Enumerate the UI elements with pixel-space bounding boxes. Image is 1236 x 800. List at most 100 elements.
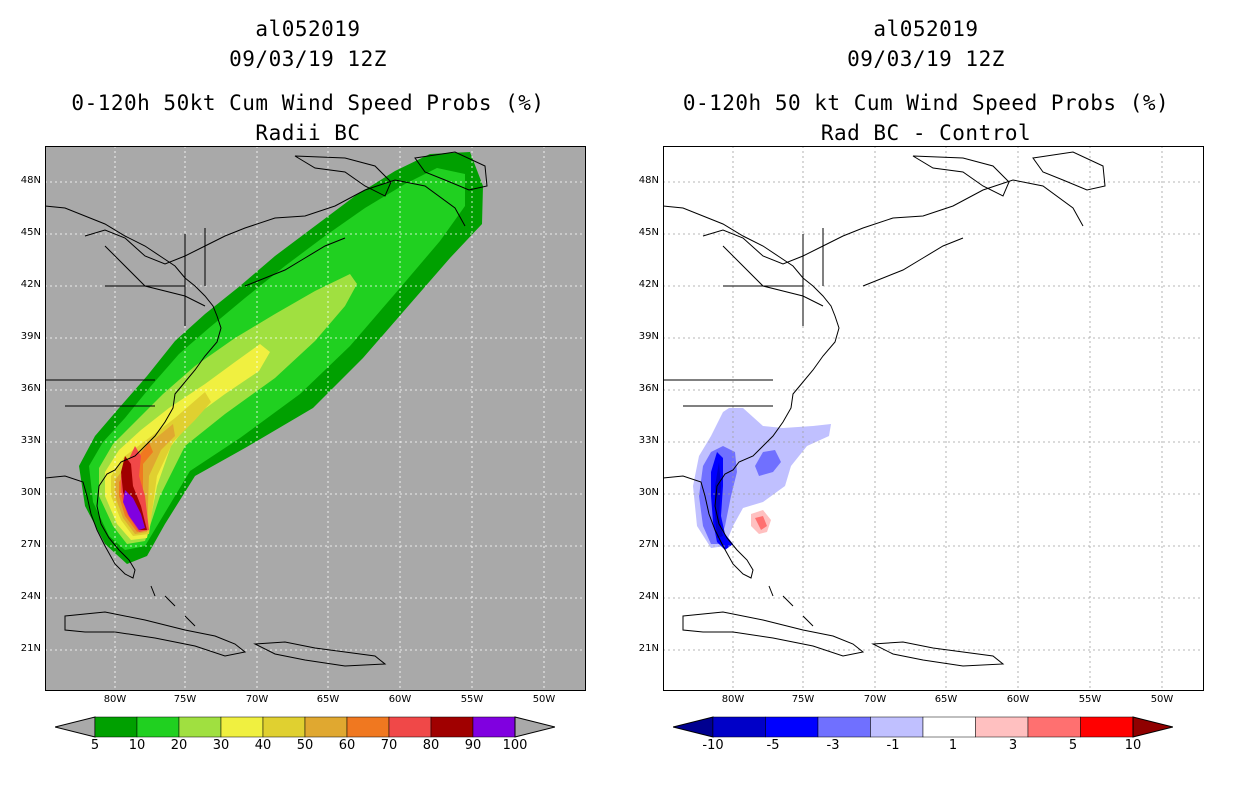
colorbar-swatch [262, 716, 306, 738]
lat-label: 39N [20, 331, 41, 342]
colorbar-tick-label: 90 [464, 738, 482, 753]
lat-label: 21N [20, 643, 41, 654]
colorbar-tick-label: -1 [886, 738, 900, 753]
left-colorbar [55, 716, 555, 738]
colorbar-tick-label: 40 [254, 738, 272, 753]
colorbar-swatch [870, 716, 924, 738]
colorbar-swatch [765, 716, 819, 738]
colorbar-tick-label: 70 [380, 738, 398, 753]
colorbar-swatch [975, 716, 1029, 738]
right-difference-map [663, 146, 1204, 691]
lon-label: 65W [934, 694, 958, 705]
lat-label: 27N [20, 539, 41, 550]
colorbar-tick-label: 3 [1008, 738, 1018, 753]
colorbar-swatch [94, 716, 138, 738]
swath-90 [123, 490, 145, 530]
colorbar-end-left [673, 716, 714, 738]
difference-field [693, 408, 831, 550]
swath-80 [121, 456, 147, 530]
right-storm-id: al052019 [873, 17, 979, 41]
colorbar-swatch [1080, 716, 1134, 738]
left-subtitle: Radii BC [255, 121, 361, 145]
left-title: 0-120h 50kt Cum Wind Speed Probs (%) [71, 91, 545, 115]
colorbar-tick-label: 5 [1068, 738, 1078, 753]
lat-label: 48N [20, 175, 41, 186]
lon-label: 80W [721, 694, 745, 705]
lat-label: 21N [638, 643, 659, 654]
lat-label: 45N [20, 227, 41, 238]
lat-label: 45N [638, 227, 659, 238]
right-gridlines [663, 146, 1204, 691]
lat-label: 36N [638, 383, 659, 394]
colorbar-swatch [136, 716, 180, 738]
left-coastlines [45, 151, 488, 667]
lon-label: 50W [532, 694, 556, 705]
colorbar-tick-label: 30 [212, 738, 230, 753]
colorbar-tick-label: -3 [826, 738, 840, 753]
lon-label: 60W [1006, 694, 1030, 705]
colorbar-end-right [514, 716, 555, 738]
lat-label: 30N [638, 487, 659, 498]
lon-label: 75W [791, 694, 815, 705]
colorbar-tick-label: 10 [128, 738, 146, 753]
lat-label: 36N [20, 383, 41, 394]
colorbar-tick-label: 20 [170, 738, 188, 753]
lon-label: 80W [103, 694, 127, 705]
diff-minus-10 [715, 462, 723, 538]
left-probability-map [45, 146, 586, 691]
lat-label: 33N [20, 435, 41, 446]
lon-label: 70W [863, 694, 887, 705]
lat-label: 24N [638, 591, 659, 602]
colorbar-swatch [817, 716, 871, 738]
lat-label: 48N [638, 175, 659, 186]
lon-label: 55W [460, 694, 484, 705]
colorbar-tick-label: 10 [1124, 738, 1142, 753]
colorbar-swatch [388, 716, 432, 738]
probability-swath [79, 152, 483, 564]
right-subtitle: Rad BC - Control [820, 121, 1032, 145]
lon-label: 50W [1150, 694, 1174, 705]
right-title: 0-120h 50 kt Cum Wind Speed Probs (%) [682, 91, 1170, 115]
colorbar-tick-label: 100 [502, 738, 528, 753]
diff-minus-3b [755, 450, 781, 476]
colorbar-swatch [922, 716, 976, 738]
colorbar-tick-label: 60 [338, 738, 356, 753]
colorbar-swatch [472, 716, 516, 738]
swath-20 [99, 274, 357, 544]
colorbar-end-left [55, 716, 96, 738]
lat-label: 42N [638, 279, 659, 290]
colorbar-swatch [346, 716, 390, 738]
colorbar-tick-label: 80 [422, 738, 440, 753]
colorbar-swatch [430, 716, 474, 738]
colorbar-swatch [304, 716, 348, 738]
lat-label: 27N [638, 539, 659, 550]
colorbar-tick-label: -10 [702, 738, 724, 753]
lon-label: 65W [316, 694, 340, 705]
left-title-block: al052019 09/03/19 12Z 0-120h 50kt Cum Wi… [28, 14, 588, 148]
right-colorbar [673, 716, 1173, 738]
left-datetime: 09/03/19 12Z [229, 47, 387, 71]
lat-label: 30N [20, 487, 41, 498]
lat-label: 33N [638, 435, 659, 446]
left-storm-id: al052019 [255, 17, 361, 41]
lon-label: 70W [245, 694, 269, 705]
lon-label: 60W [388, 694, 412, 705]
lat-label: 39N [638, 331, 659, 342]
colorbar-tick-label: 5 [90, 738, 100, 753]
colorbar-swatch [712, 716, 766, 738]
colorbar-tick-label: 1 [948, 738, 958, 753]
colorbar-swatch [220, 716, 264, 738]
lon-label: 75W [173, 694, 197, 705]
colorbar-swatch [1027, 716, 1081, 738]
colorbar-tick-label: 50 [296, 738, 314, 753]
right-coastlines [663, 151, 1106, 667]
diff-plus-3 [755, 516, 767, 530]
colorbar-end-right [1132, 716, 1173, 738]
right-datetime: 09/03/19 12Z [847, 47, 1005, 71]
colorbar-tick-label: -5 [766, 738, 780, 753]
lat-label: 24N [20, 591, 41, 602]
right-title-block: al052019 09/03/19 12Z 0-120h 50 kt Cum W… [646, 14, 1206, 148]
lon-label: 55W [1078, 694, 1102, 705]
lat-label: 42N [20, 279, 41, 290]
colorbar-swatch [178, 716, 222, 738]
